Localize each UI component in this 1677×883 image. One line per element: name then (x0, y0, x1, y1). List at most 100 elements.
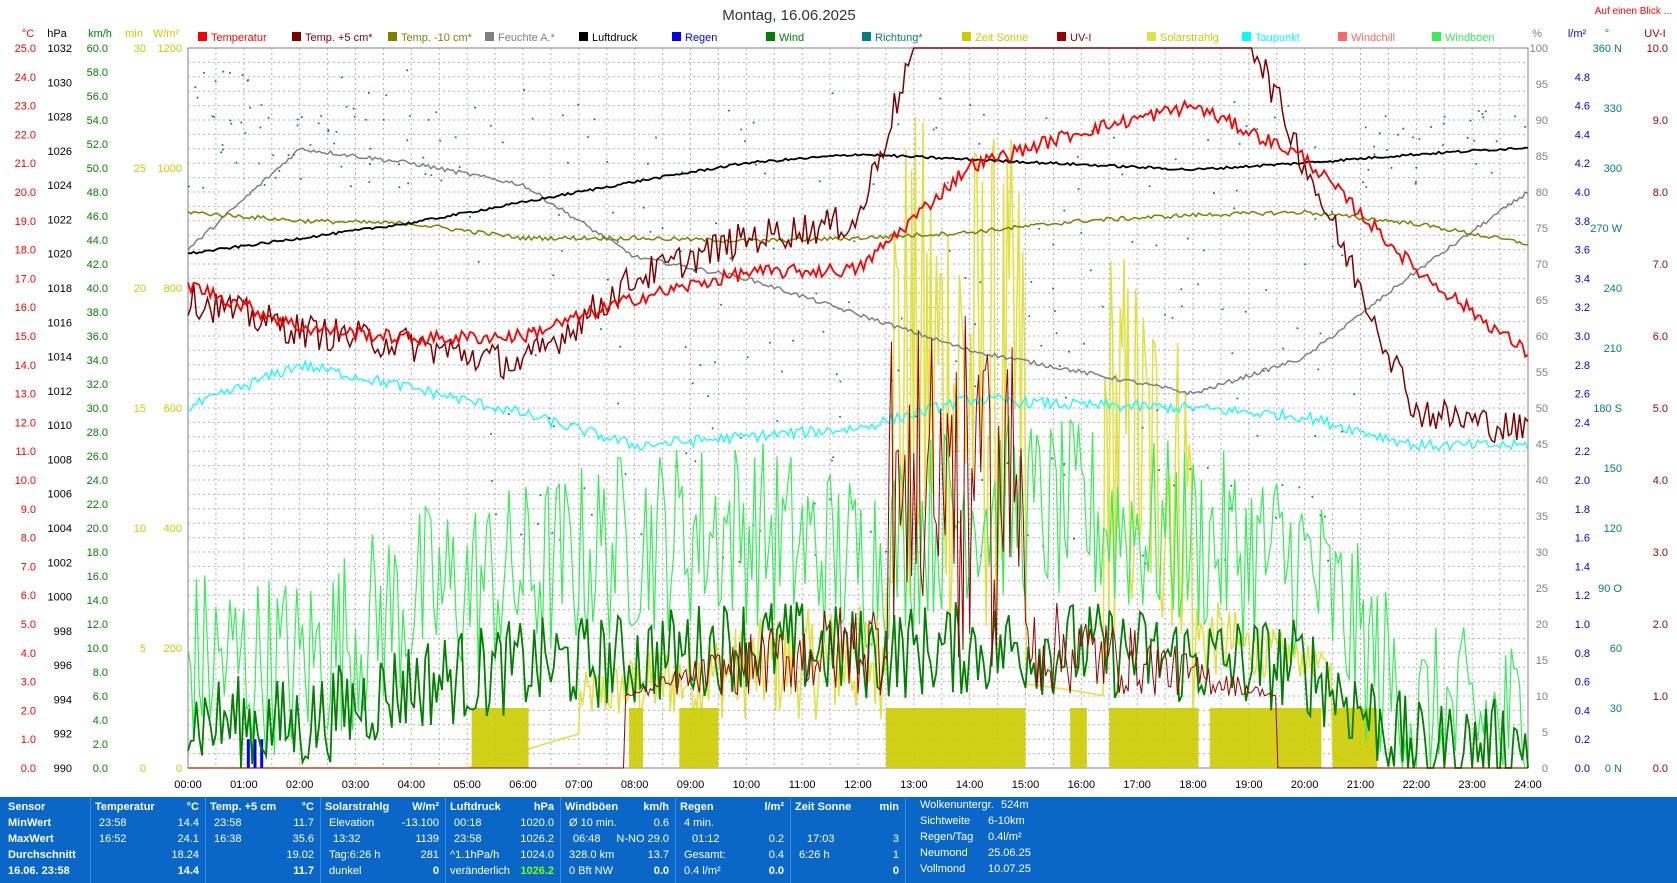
direction-dot-171 (1164, 313, 1166, 316)
kmh-tick-12: 36.0 (87, 331, 108, 343)
kmh-tick-16: 28.0 (87, 427, 108, 439)
kmh-tick-14: 32.0 (87, 379, 108, 391)
unit-lm2: l/m² (1568, 28, 1587, 40)
lm2-tick-12: 2.4 (1575, 417, 1590, 429)
plot-grid (187, 47, 1529, 769)
direction-dot-25 (440, 179, 443, 182)
rain-max-value: 0.2 (768, 833, 784, 845)
pressure-current: 1026.2 (520, 865, 554, 877)
sunshine-block-1 (629, 708, 644, 768)
time-tick-21: 21:00 (1347, 779, 1375, 789)
direction-dot-295 (317, 122, 320, 125)
direction-dot-146 (260, 103, 263, 106)
wm2-tick-1: 1000 (158, 163, 182, 175)
hpa-tick-2: 1028 (48, 112, 72, 124)
direction-dot-54 (694, 460, 697, 463)
direction-dot-38 (818, 180, 821, 183)
rain-interval: 4 min. (684, 817, 714, 829)
temp-tick-9: 16.0 (15, 302, 36, 314)
direction-dot-259 (1418, 138, 1421, 140)
legend-swatch-10 (1147, 32, 1156, 41)
direction-dot-185 (1101, 305, 1104, 308)
direction-dot-240 (1063, 473, 1066, 476)
kmh-tick-20: 20.0 (87, 523, 108, 535)
direction-dot-252 (213, 115, 216, 118)
kmh-tick-8: 44.0 (87, 235, 108, 247)
direction-dot-236 (938, 97, 941, 100)
legend-swatch-3 (485, 32, 494, 41)
deg-tick-5: 210 (1604, 343, 1622, 355)
pct-tick-17: 15 (1536, 655, 1548, 667)
temp-tick-24: 1.0 (21, 734, 36, 746)
lm2-tick-13: 2.2 (1575, 446, 1590, 458)
direction-dot-50 (1298, 486, 1301, 489)
direction-dot-275 (1473, 139, 1476, 142)
direction-dot-131 (713, 361, 716, 364)
direction-dot-197 (1365, 186, 1368, 188)
direction-dot-208 (427, 118, 430, 121)
pct-tick-18: 10 (1536, 691, 1548, 703)
chart-marks (187, 47, 1529, 769)
rain-title: Regen (680, 801, 714, 813)
uv-tick-4: 6.0 (1653, 331, 1668, 343)
solar-elevation-label: Elevation (329, 817, 375, 829)
direction-dot-308 (772, 247, 775, 250)
direction-dot-30 (1055, 332, 1058, 335)
time-tick-17: 17:00 (1123, 779, 1151, 789)
sunshine-block-5 (1109, 708, 1199, 768)
hpa-tick-21: 990 (54, 763, 72, 775)
direction-dot-271 (246, 79, 249, 82)
rain-day: 0.4 l/m² (684, 865, 721, 877)
direction-dot-28 (1475, 163, 1478, 165)
direction-dot-103 (583, 487, 586, 490)
direction-dot-289 (439, 139, 442, 142)
min-tick-5: 5 (140, 643, 146, 655)
temp-tick-20: 5.0 (21, 619, 36, 631)
temp-tick-6: 19.0 (15, 216, 36, 228)
lm2-tick-1: 4.6 (1575, 101, 1590, 113)
direction-dot-291 (1206, 466, 1209, 469)
lm2-tick-8: 3.2 (1575, 302, 1590, 314)
temperature-min-value: 14.4 (177, 817, 199, 829)
deg-tick-1: 330 (1604, 103, 1622, 115)
temp5-average: 19.02 (286, 849, 314, 861)
direction-dot-269 (1367, 168, 1370, 171)
kmh-tick-18: 24.0 (87, 475, 108, 487)
unit-hpa: hPa (47, 28, 67, 40)
direction-dot-235 (1390, 166, 1393, 169)
time-tick-9: 09:00 (677, 779, 705, 789)
row-label-average: Durchschnitt (8, 849, 76, 861)
direction-dot-17 (832, 456, 835, 459)
time-tick-11: 11:00 (789, 779, 816, 789)
solar-elevation-value: -13.100 (401, 817, 439, 829)
legend-swatch-1 (292, 32, 301, 41)
kmh-tick-5: 50.0 (87, 163, 108, 175)
series-direction (187, 69, 1527, 565)
direction-dot-4 (300, 116, 303, 119)
right-axes: 1009590858075706560555045403530252015105… (1530, 43, 1668, 775)
direction-dot-40 (1287, 104, 1290, 107)
direction-dot-173 (1207, 139, 1210, 142)
kmh-tick-4: 52.0 (87, 139, 108, 151)
axis-unit-labels: °C hPa km/h min W/m²% l/m² ° UV-I (22, 28, 1666, 40)
rain-column: Regen l/m² 4 min. 01:12 0.2 Gesamt: 0.4 … (676, 797, 791, 883)
direction-dot-219 (1174, 158, 1177, 161)
direction-dot-82 (776, 419, 779, 422)
overview-link[interactable]: Auf einen Blick ... (1595, 6, 1672, 17)
direction-dot-76 (640, 533, 643, 536)
direction-dot-309 (258, 162, 261, 165)
direction-dot-23 (296, 124, 299, 127)
direction-dot-191 (408, 115, 411, 117)
hpa-tick-5: 1022 (48, 214, 72, 226)
direction-dot-181 (406, 139, 409, 142)
direction-dot-296 (1052, 287, 1054, 290)
unit-wm2: W/m² (153, 28, 180, 40)
kmh-tick-2: 56.0 (87, 91, 108, 103)
pct-tick-10: 50 (1536, 403, 1548, 415)
sensor-column: Sensor MinWert MaxWert Durchschnitt 16.0… (0, 797, 91, 883)
solar-unit: W/m² (412, 801, 439, 813)
hpa-tick-10: 1012 (48, 386, 72, 398)
direction-dot-151 (707, 395, 710, 398)
direction-dot-282 (382, 118, 385, 121)
unit-temp: °C (22, 28, 34, 40)
